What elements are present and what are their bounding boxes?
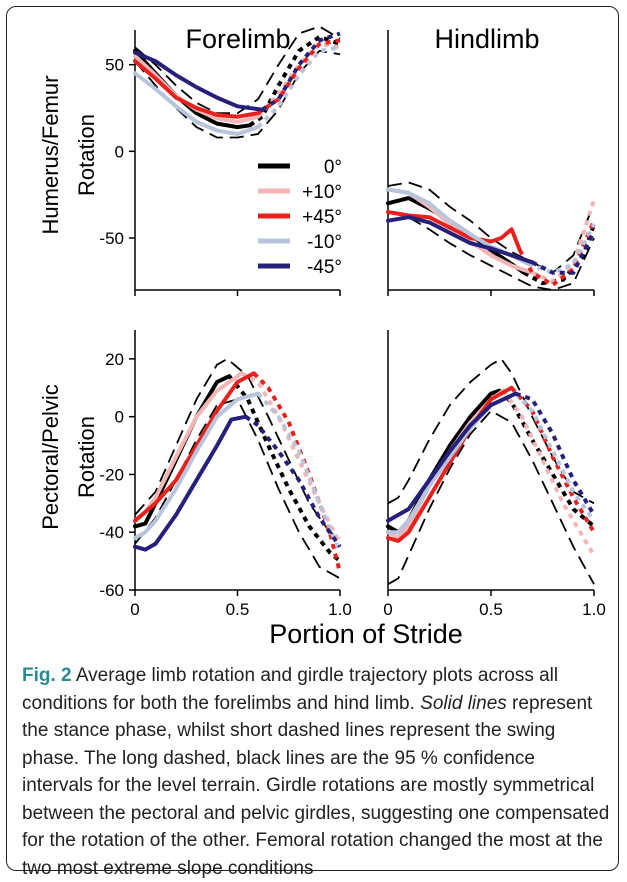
y-tick-label: 0 xyxy=(115,408,124,427)
legend-label-down10: -10° xyxy=(307,232,342,253)
legend-label-up45: +45° xyxy=(302,207,342,228)
series-down10-swing-line xyxy=(256,392,342,554)
caption-text-2: represent the stance phase, whilst short… xyxy=(22,692,610,879)
series-down45-swing-line xyxy=(515,391,596,516)
series-down45-stance-line xyxy=(133,50,265,112)
row-title-limb-line1: Humerus/Femur xyxy=(38,76,63,235)
row-title-girdle-line1: Pectoral/Pelvic xyxy=(38,384,63,530)
y-tick-label: -20 xyxy=(99,465,124,484)
series-down10-stance-line xyxy=(133,391,260,540)
y-tick-label: 0 xyxy=(115,142,124,161)
series-level-swing-line xyxy=(497,389,596,528)
series-level-swing-line xyxy=(227,374,342,563)
panel-forelimb-limb-rotation: 50 0 -50 xyxy=(99,25,341,296)
row-title-girdle-line2: Rotation xyxy=(74,416,99,498)
x-tick-label: 0 xyxy=(383,600,392,619)
legend-label-level: 0° xyxy=(324,157,342,178)
series-down10-stance-line xyxy=(133,71,260,136)
y-tick-label: 20 xyxy=(105,350,124,369)
y-tick-label: 50 xyxy=(105,56,124,75)
series-up10-swing-line xyxy=(501,389,596,557)
legend-label-down45: -45° xyxy=(307,257,342,278)
y-tick-label: -40 xyxy=(99,523,124,542)
confidence-interval-lower xyxy=(387,216,595,291)
series-down45-stance-line xyxy=(386,215,535,265)
figure: Forelimb Hindlimb Humerus/Femur Rotation… xyxy=(38,24,606,649)
series-up45-swing-line xyxy=(252,371,342,574)
x-tick-label: 0.5 xyxy=(226,600,250,619)
series-up45-stance-line xyxy=(386,385,514,543)
confidence-interval-lower xyxy=(134,398,341,580)
series-down45-stance-line xyxy=(386,391,518,523)
y-tick-label: -50 xyxy=(99,229,124,248)
series-down45-swing-line xyxy=(261,31,341,112)
caption-text-1: Average limb rotation and girdle traject… xyxy=(22,665,559,714)
column-title-hindlimb: Hindlimb xyxy=(434,24,539,54)
column-title-forelimb: Forelimb xyxy=(185,24,290,54)
series-up45-swing-line xyxy=(256,38,341,115)
series-up45-stance-line xyxy=(133,371,256,523)
confidence-interval-lower xyxy=(387,409,595,585)
y-tick-label: -60 xyxy=(99,581,124,600)
series-up45-swing-line xyxy=(510,386,596,534)
row-title-limb-line2: Rotation xyxy=(74,114,99,196)
series-down45-swing-line xyxy=(531,230,596,275)
x-tick-label: 1.0 xyxy=(328,600,352,619)
legend: 0° +10° +45° -10° -45° xyxy=(258,157,342,278)
x-axis-title: Portion of Stride xyxy=(269,619,463,649)
x-tick-label: 0 xyxy=(130,600,139,619)
confidence-interval-upper xyxy=(134,25,341,115)
figure-caption: Fig. 2 Average limb rotation and girdle … xyxy=(22,662,610,882)
series-up45-stance-line xyxy=(386,210,522,253)
series-down10-swing-line xyxy=(256,45,341,129)
series-up10-swing-line xyxy=(531,199,596,284)
panel-hindlimb-girdle-rotation: 0 0.5 1.0 xyxy=(383,330,606,619)
confidence-interval-upper xyxy=(387,357,595,505)
panel-forelimb-girdle-rotation: 20 0 -20 -40 -60 0 0.5 1.0 xyxy=(99,330,352,619)
series-down45-swing-line xyxy=(244,415,342,548)
series-up45-stance-line xyxy=(133,59,260,119)
caption-label: Fig. 2 xyxy=(22,665,72,686)
panel-hindlimb-limb-rotation xyxy=(386,30,596,296)
figure-frame xyxy=(6,6,619,871)
x-tick-label: 1.0 xyxy=(582,600,606,619)
legend-label-up10: +10° xyxy=(302,182,342,203)
series-down45-stance-line xyxy=(133,414,248,552)
series-level-swing-line xyxy=(248,34,341,127)
confidence-interval-upper xyxy=(387,181,595,274)
x-tick-label: 0.5 xyxy=(479,600,503,619)
caption-italic: Solid lines xyxy=(420,692,507,714)
